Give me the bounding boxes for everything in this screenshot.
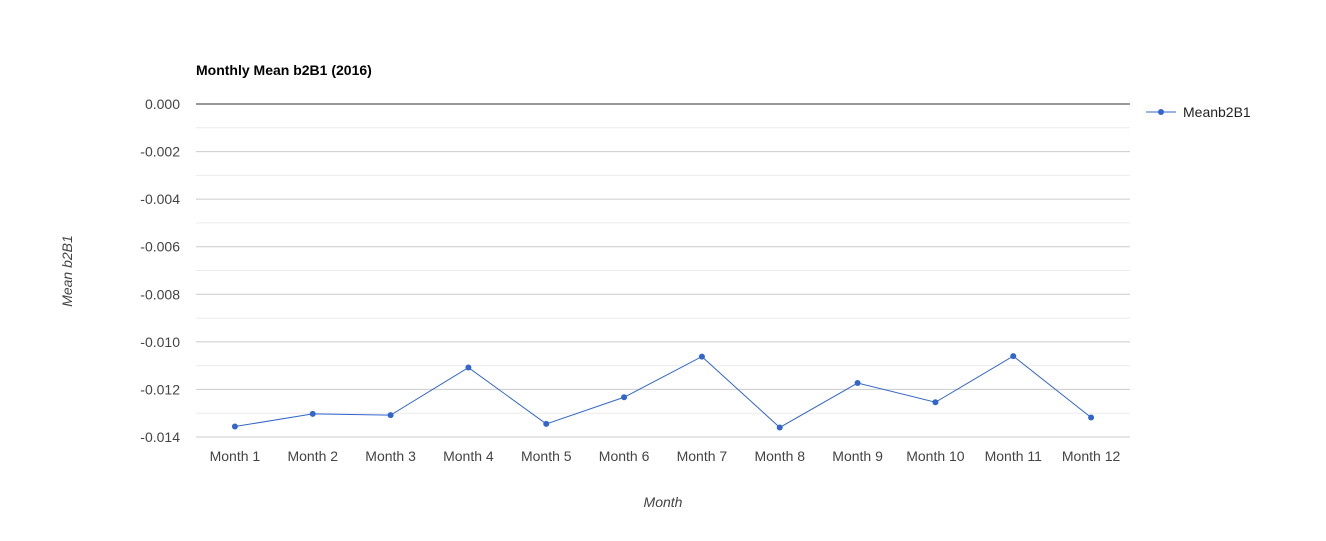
x-tick-label: Month 1 [210,448,261,464]
y-tick-label: -0.012 [140,381,180,397]
y-tick-label: 0.000 [145,96,180,112]
x-tick-label: Month 3 [365,448,416,464]
data-point[interactable] [465,364,472,371]
x-tick-label: Month 8 [754,448,805,464]
x-tick-label: Month 11 [985,448,1043,464]
x-axis-ticks: Month 1 Month 2 Month 3 Month 4 Month 5 Month… [210,448,1121,464]
x-tick-label: Month 2 [287,448,338,464]
data-point[interactable] [387,412,394,419]
legend-label: Meanb2B1 [1183,104,1251,120]
x-tick-label: Month 5 [521,448,572,464]
x-axis-title: Month [644,494,683,510]
legend-marker-swatch [1158,109,1164,115]
legend[interactable]: Meanb2B1 [1146,104,1251,120]
y-tick-label: -0.002 [140,144,180,160]
data-point[interactable] [621,394,628,401]
x-tick-label: Month 6 [599,448,650,464]
data-point[interactable] [231,423,238,430]
data-point[interactable] [1088,414,1095,421]
data-point[interactable] [776,424,783,431]
y-tick-label: -0.004 [140,191,180,207]
chart-title: Monthly Mean b2B1 (2016) [196,62,372,78]
series-line [234,355,1092,429]
y-axis-title: Mean b2B1 [59,235,75,307]
x-tick-label: Month 7 [677,448,728,464]
x-tick-label: Month 12 [1062,448,1121,464]
data-point[interactable] [1010,353,1017,360]
data-point[interactable] [932,399,939,406]
y-tick-label: -0.008 [140,286,180,302]
x-tick-label: Month 4 [443,448,494,464]
data-point[interactable] [854,380,861,387]
data-point[interactable] [309,410,316,417]
y-axis-ticks: 0.000 -0.002 -0.004 -0.006 -0.008 -0.010 -0.01… [140,96,180,445]
y-tick-label: -0.010 [140,334,180,350]
x-tick-label: Month 10 [906,448,965,464]
y-tick-label: -0.006 [140,239,180,255]
y-tick-label: -0.014 [140,429,180,445]
data-point[interactable] [543,420,550,427]
x-tick-label: Month 9 [832,448,883,464]
data-point[interactable] [698,353,705,360]
series-group [231,353,1095,431]
gridlines [196,103,1130,438]
